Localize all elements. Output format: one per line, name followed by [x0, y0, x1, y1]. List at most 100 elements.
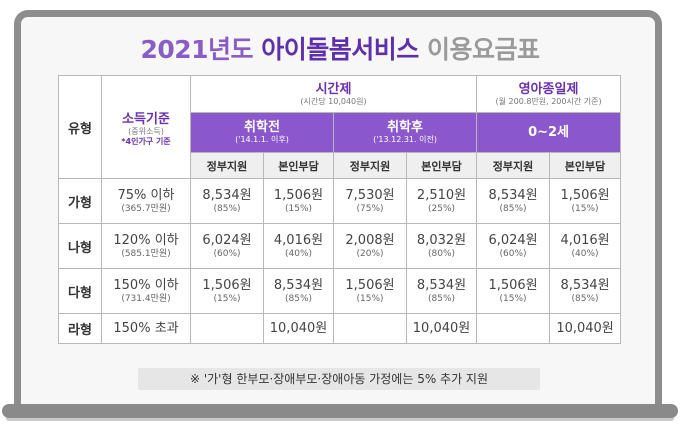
- footnote: ※ '가'형 한부모·장애부모·장애아동 가정에는 5% 추가 지원: [138, 368, 540, 390]
- cell-infant-gov: [476, 313, 551, 344]
- row-income-sub: (585.1만원): [121, 248, 171, 259]
- row-type: 가형: [58, 178, 102, 224]
- header-self-1: 본인부담: [263, 152, 334, 179]
- cell-school-gov: 2,008원 (20%): [333, 223, 407, 269]
- cell-infant-gov: 1,506원 (15%): [476, 268, 551, 314]
- header-gov-1: 정부지원: [190, 152, 264, 179]
- header-type: 유형: [58, 75, 102, 179]
- cell-value: 1,506원: [560, 187, 610, 203]
- cell-infant-self: 10,040원: [549, 313, 622, 344]
- header-self-3: 본인부담: [549, 152, 622, 179]
- header-school-label: 취학후: [387, 120, 423, 135]
- cell-value: 1,506원: [488, 277, 538, 293]
- cell-value: 2,510원: [416, 187, 467, 203]
- header-row-1: 유형 소득기준 (중위소득) *4인가구 기준 시간제 (시간당 10,040원…: [58, 75, 622, 179]
- cell-percent: (85%): [571, 293, 599, 304]
- header-row-3: 정부지원 본인부담 정부지원 본인부담 정부지원 본인부담: [59, 152, 622, 179]
- cell-percent: (15%): [356, 293, 384, 304]
- cell-infant-gov: 8,534원 (85%): [476, 178, 551, 224]
- header-age: 0~2세: [476, 112, 622, 153]
- cell-value: 8,534원: [273, 277, 324, 293]
- row-type: 다형: [58, 268, 102, 314]
- cell-value: 8,534원: [202, 187, 252, 203]
- table-row: 라형 150% 초과 10,040원 10,040원 10,040원: [58, 313, 622, 344]
- cell-percent: (25%): [428, 203, 456, 214]
- cell-percent: (85%): [428, 293, 456, 304]
- header-hourly: 시간제 (시간당 10,040원): [189, 75, 478, 113]
- header-row-2: 취학전 ('14.1.1. 이후) 취학후 ('13.12.31. 이전) 0~…: [59, 112, 622, 153]
- cell-percent: (85%): [499, 203, 527, 214]
- cell-percent: (15%): [284, 203, 313, 214]
- header-age-label: 0~2세: [528, 125, 570, 140]
- cell-value: 6,024원: [202, 232, 252, 248]
- cell-preschool-gov: 8,534원 (85%): [190, 178, 264, 224]
- cell-percent: (15%): [571, 203, 599, 214]
- cell-infant-self: 1,506원 (15%): [549, 178, 622, 224]
- header-preschool: 취학전 ('14.1.1. 이후): [190, 112, 334, 153]
- row-income: 150% 초과: [101, 313, 191, 344]
- fee-table: 유형 소득기준 (중위소득) *4인가구 기준 시간제 (시간당 10,040원…: [58, 75, 622, 344]
- header-school-sub: ('13.12.31. 이전): [373, 135, 437, 144]
- cell-preschool-self: 1,506원 (15%): [263, 178, 334, 224]
- header-gov-2: 정부지원: [333, 152, 407, 179]
- cell-school-self: 8,032원 (80%): [405, 223, 478, 269]
- title-service: 아이돌봄서비스: [261, 35, 419, 64]
- whiteboard-tray: [2, 404, 678, 418]
- cell-preschool-self: 4,016원 (40%): [263, 223, 334, 269]
- cell-value: 4,016원: [273, 232, 324, 248]
- cell-infant-gov: 6,024원 (60%): [476, 223, 551, 269]
- title-year: 2021년도: [140, 35, 254, 64]
- cell-value: 4,016원: [560, 232, 610, 248]
- cell-percent: (60%): [213, 248, 241, 259]
- header-infant: 영아종일제 (월 200.8만원, 200시간 기준): [476, 75, 622, 113]
- title-fee-table: 이용요금표: [427, 35, 540, 64]
- header-infant-sub: (월 200.8만원, 200시간 기준): [495, 96, 602, 106]
- cell-preschool-gov: 6,024원 (60%): [190, 223, 264, 269]
- cell-value: 2,008원: [345, 232, 395, 248]
- header-income-sub: (중위소득): [128, 126, 164, 136]
- cell-value: 10,040원: [269, 320, 328, 336]
- header-preschool-sub: ('14.1.1. 이후): [235, 135, 289, 144]
- row-income: 120% 이하 (585.1만원): [101, 223, 191, 269]
- table-row: 가형 75% 이하 (365.7만원) 8,534원 (85%) 1,506원 (15…: [58, 178, 622, 224]
- row-type: 나형: [58, 223, 102, 269]
- cell-percent: (60%): [499, 248, 527, 259]
- cell-school-self: 8,534원 (85%): [405, 268, 478, 314]
- cell-value: 10,040원: [556, 320, 614, 336]
- header-hourly-sub: (시간당 10,040원): [300, 96, 367, 106]
- cell-percent: (85%): [284, 293, 313, 304]
- table-row: 나형 120% 이하 (585.1만원) 6,024원 (60%) 4,016원 (4…: [58, 223, 622, 269]
- cell-value: 8,534원: [560, 277, 610, 293]
- cell-preschool-gov: 1,506원 (15%): [190, 268, 264, 314]
- row-income-value: 150% 이하: [113, 277, 179, 293]
- cell-percent: (80%): [428, 248, 456, 259]
- row-income-value: 75% 이하: [117, 187, 175, 203]
- cell-value: 8,032원: [416, 232, 467, 248]
- row-income: 150% 이하 (731.4만원): [101, 268, 191, 314]
- cell-preschool-self: 8,534원 (85%): [263, 268, 334, 314]
- row-income: 75% 이하 (365.7만원): [101, 178, 191, 224]
- header-income-label: 소득기준: [122, 111, 170, 127]
- cell-percent: (15%): [213, 293, 241, 304]
- cell-percent: (15%): [499, 293, 527, 304]
- cell-value: 8,534원: [488, 187, 538, 203]
- row-income-value: 120% 이하: [113, 232, 179, 248]
- cell-percent: (40%): [571, 248, 599, 259]
- cell-percent: (85%): [213, 203, 241, 214]
- table-row: 다형 150% 이하 (731.4만원) 1,506원 (15%) 8,534원 (8…: [58, 268, 622, 314]
- cell-school-gov: [333, 313, 407, 344]
- row-income-sub: (731.4만원): [121, 293, 171, 304]
- cell-infant-self: 4,016원 (40%): [549, 223, 622, 269]
- cell-preschool-self: 10,040원: [263, 313, 334, 344]
- header-preschool-label: 취학전: [244, 120, 280, 135]
- header-hourly-label: 시간제: [315, 81, 352, 97]
- header-school: 취학후 ('13.12.31. 이전): [332, 112, 478, 153]
- row-income-value: 150% 초과: [113, 320, 179, 336]
- cell-school-self: 2,510원 (25%): [405, 178, 478, 224]
- cell-value: 6,024원: [488, 232, 538, 248]
- cell-value: 1,506원: [202, 277, 252, 293]
- cell-school-self: 10,040원: [405, 313, 478, 344]
- cell-school-gov: 1,506원 (15%): [333, 268, 407, 314]
- cell-infant-self: 8,534원 (85%): [549, 268, 622, 314]
- header-income-note: *4인가구 기준: [121, 136, 171, 146]
